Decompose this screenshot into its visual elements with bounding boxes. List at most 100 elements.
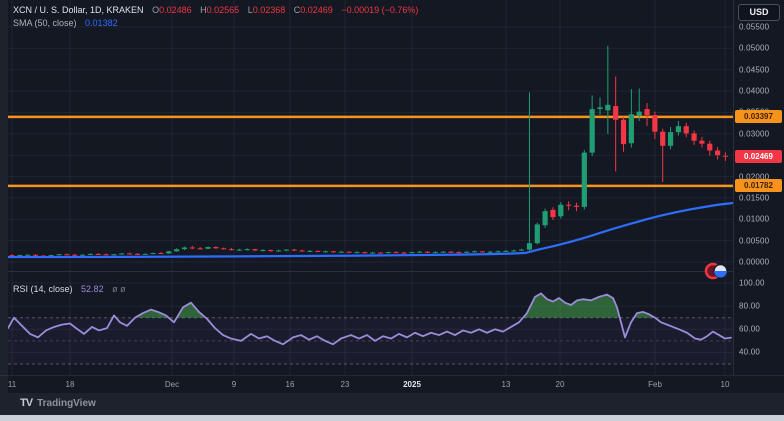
candle-body (370, 252, 376, 254)
left-toolbar-strip (0, 0, 8, 393)
candle-body (354, 252, 360, 254)
tradingview-logo-icon: TV (20, 397, 33, 409)
candle-body (707, 143, 713, 151)
candle-body (72, 254, 78, 256)
candle-body (127, 253, 133, 255)
rsi-value: 52.82 (81, 284, 104, 294)
candle-body (448, 251, 454, 253)
sma-label[interactable]: SMA (50, close) (13, 18, 77, 28)
candle-body (613, 106, 619, 120)
candle-body (417, 251, 423, 253)
candle-body (432, 252, 438, 254)
price-axis-label: 0.04500 (739, 65, 770, 75)
candle-body (9, 255, 15, 257)
close-label: C (293, 5, 301, 15)
candlestick-chart-canvas[interactable] (8, 0, 733, 375)
candle-body (56, 254, 62, 256)
rsi-band (8, 317, 733, 364)
candle-body (166, 251, 172, 254)
candle-body (487, 251, 493, 253)
symbol-title[interactable]: XCN / U. S. Dollar, 1D, KRAKEN (13, 5, 144, 15)
candle-body (605, 104, 611, 111)
sma-value: 0.01382 (85, 18, 118, 28)
candle-body (48, 255, 54, 257)
candle-body (573, 205, 580, 207)
candle-body (377, 252, 384, 254)
low-label: L (247, 5, 253, 15)
candle-body (385, 252, 391, 254)
candle-body (440, 251, 446, 253)
last-price-label: 0.02469 (735, 150, 782, 164)
candle-body (464, 251, 470, 253)
price-axis-label: 0.02000 (739, 172, 770, 182)
candle-body (471, 251, 478, 253)
time-axis-label: 11 (7, 380, 17, 389)
price-axis-label: 0.05000 (739, 43, 770, 53)
candle-body (330, 251, 337, 253)
candle-body (628, 114, 634, 144)
rsi-axis-label: 80.00 (739, 301, 761, 311)
legend-row-sma: SMA (50, close) 0.01382 (13, 17, 418, 30)
rsi-overbought-fill (13, 293, 656, 318)
candle-body (142, 253, 148, 255)
candle-body (589, 109, 595, 153)
candle-body (683, 126, 689, 134)
lower-line-price-label: 0.01782 (735, 179, 782, 193)
candle-body (32, 254, 39, 256)
candle-body (275, 250, 282, 252)
candle-body (158, 253, 164, 255)
candle-body (409, 252, 415, 254)
candle-body (174, 249, 180, 252)
time-axis-label: 9 (231, 380, 237, 389)
candle-body (652, 115, 658, 132)
open-label: O (152, 5, 160, 15)
candle-body (542, 211, 548, 226)
candle-body (134, 253, 141, 255)
candle-body (221, 248, 227, 250)
candle-body (722, 155, 729, 157)
candle-body (699, 140, 705, 144)
high-value: 0.02565 (206, 5, 240, 15)
low-value: 0.02368 (252, 5, 286, 15)
rsi-label[interactable]: RSI (14, close) (13, 284, 73, 294)
rsi-line (8, 292, 732, 346)
time-axis-label: 18 (65, 380, 75, 389)
high-label: H (200, 5, 207, 15)
candle-body (189, 247, 195, 249)
price-axis-label: 0.01500 (739, 193, 770, 203)
rsi-hidden-icons: ø ø (112, 284, 126, 294)
candle-body (597, 107, 603, 110)
price-axis-label: 0.05500 (739, 22, 770, 32)
candle-body (534, 224, 540, 244)
candle-body (667, 132, 674, 146)
candle-body (244, 249, 250, 251)
price-axis[interactable]: USD 0.055000.050000.045000.040000.035000… (733, 0, 784, 375)
candle-body (79, 254, 86, 256)
footer-bar: TV TradingView (0, 393, 784, 415)
candle-body (87, 253, 93, 255)
time-axis[interactable]: 11 18 Dec 9 16 23 2025 13 20 Feb 10 (0, 375, 784, 394)
window-edge (0, 415, 784, 421)
candle-body (197, 248, 203, 250)
currency-toggle-button[interactable]: USD (738, 4, 780, 21)
tradingview-logo[interactable]: TV TradingView (20, 397, 96, 409)
sma-line (8, 201, 733, 259)
rsi-legend: RSI (14, close) 52.82 ø ø (13, 284, 126, 294)
time-axis-label: Feb (648, 380, 662, 389)
candle-body (581, 152, 587, 207)
tradingview-brand-text: TradingView (37, 397, 96, 409)
time-axis-label: 16 (285, 380, 295, 389)
close-value: 0.02469 (300, 5, 333, 15)
upper-line-price-label: 0.03397 (735, 110, 782, 124)
open-value: 0.02486 (159, 5, 192, 15)
candle-body (25, 254, 31, 256)
candle-body (260, 250, 266, 252)
time-axis-label: 23 (340, 380, 350, 389)
time-axis-label: 20 (555, 380, 565, 389)
price-axis-label: 0.00000 (739, 257, 770, 267)
legend-row-symbol: XCN / U. S. Dollar, 1D, KRAKEN O0.02486 … (13, 4, 418, 17)
candle-body (479, 251, 485, 253)
price-axis-label: 0.00500 (739, 236, 770, 246)
rsi-axis-label: 100.00 (739, 278, 765, 288)
